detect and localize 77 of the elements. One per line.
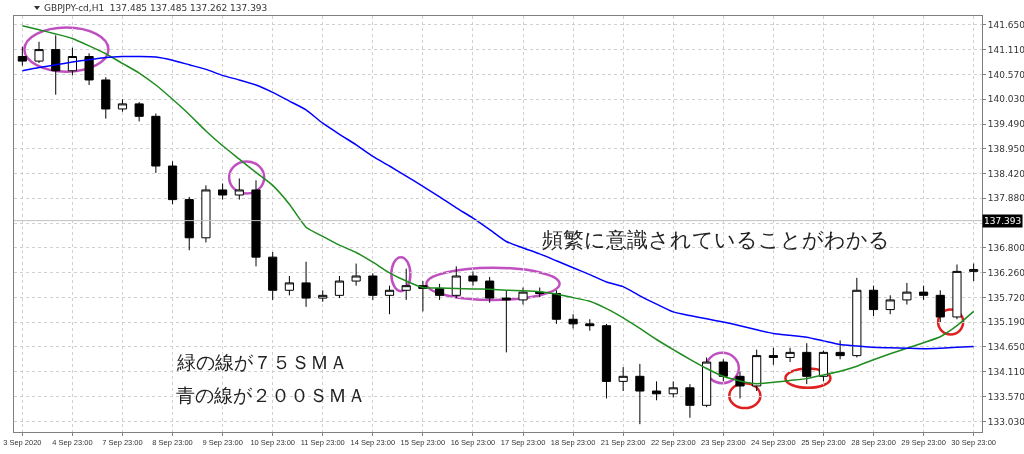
candlestick <box>84 52 94 86</box>
candlestick <box>451 265 461 299</box>
candlestick <box>601 323 612 399</box>
candlestick <box>485 276 495 304</box>
candlestick <box>167 160 178 205</box>
candlestick <box>568 313 578 329</box>
candlestick <box>885 294 895 315</box>
candlestick <box>284 275 294 296</box>
annotation: 緑の線が７５ＳＭＡ <box>176 351 348 373</box>
y-tick-label: 138.420 <box>987 168 1024 179</box>
candlestick <box>117 98 128 113</box>
candlestick <box>134 101 144 122</box>
chart-title: GBPJPY-cd,H1 137.485 137.485 137.262 137.393 <box>44 2 268 13</box>
candlestick <box>468 270 478 287</box>
y-tick-label: 135.190 <box>987 317 1024 328</box>
candlestick <box>551 289 561 325</box>
candlestick <box>919 285 929 301</box>
candlestick <box>618 366 628 392</box>
candlestick <box>635 363 645 425</box>
candlestick <box>334 275 345 299</box>
candlestick <box>852 277 862 358</box>
candlestick <box>34 41 44 64</box>
candlestick <box>218 183 228 201</box>
candlestick <box>351 263 361 287</box>
y-tick-label: 136.800 <box>987 243 1024 254</box>
candlestick <box>101 76 111 120</box>
candlestick <box>518 287 528 306</box>
candlestick <box>51 34 61 96</box>
annotation: 青の線が２００ＳＭＡ <box>176 384 366 406</box>
y-tick-label: 137.880 <box>987 193 1024 204</box>
candlestick <box>234 177 244 201</box>
y-tick-label: 139.490 <box>987 119 1024 130</box>
candlestick <box>785 347 795 363</box>
y-tick-label: 136.260 <box>987 267 1024 278</box>
candlestick <box>718 358 728 382</box>
annotation: 頻繁に意識されていることがわかる <box>542 228 890 252</box>
candlestick <box>752 349 762 392</box>
candlestick <box>67 47 77 76</box>
line-series <box>21 55 975 350</box>
candlestick <box>935 289 945 323</box>
candlestick <box>401 268 411 301</box>
candlestick <box>384 285 395 315</box>
candlestick <box>685 383 695 419</box>
candlestick <box>201 184 211 243</box>
y-tick-label: 141.650 <box>987 19 1024 30</box>
candlestick <box>702 356 712 408</box>
candlestick <box>368 272 378 301</box>
y-tick-label: 134.650 <box>987 342 1024 353</box>
y-tick-label: 135.720 <box>987 292 1024 303</box>
candlestick <box>151 113 161 174</box>
candlestick <box>318 289 328 303</box>
y-tick-label: 133.030 <box>987 416 1024 427</box>
candlestick <box>952 264 962 320</box>
candlestick <box>268 251 278 301</box>
candlestick <box>868 285 879 317</box>
candlestick <box>501 289 511 353</box>
candlestick <box>585 318 595 332</box>
candlestick <box>17 46 27 67</box>
y-tick-label: 134.110 <box>987 366 1024 377</box>
candlestick <box>768 347 778 366</box>
candlestick <box>835 339 845 360</box>
candlestick <box>668 380 678 398</box>
ref-line-label: 137.393 <box>984 216 1022 226</box>
candlestick <box>251 179 261 267</box>
candlestick <box>818 350 829 382</box>
y-tick-label: 138.950 <box>987 144 1024 155</box>
candlestick <box>651 380 662 401</box>
line-series <box>21 24 975 385</box>
y-tick-label: 140.030 <box>987 94 1024 105</box>
candlestick <box>902 282 912 306</box>
y-tick-label: 140.570 <box>987 69 1024 80</box>
y-tick-label: 133.570 <box>987 391 1024 402</box>
candlestick <box>301 261 311 308</box>
y-tick-label: 141.110 <box>987 44 1024 55</box>
candlestick <box>802 342 812 385</box>
candlestick <box>184 196 194 251</box>
candlestick <box>969 263 979 282</box>
